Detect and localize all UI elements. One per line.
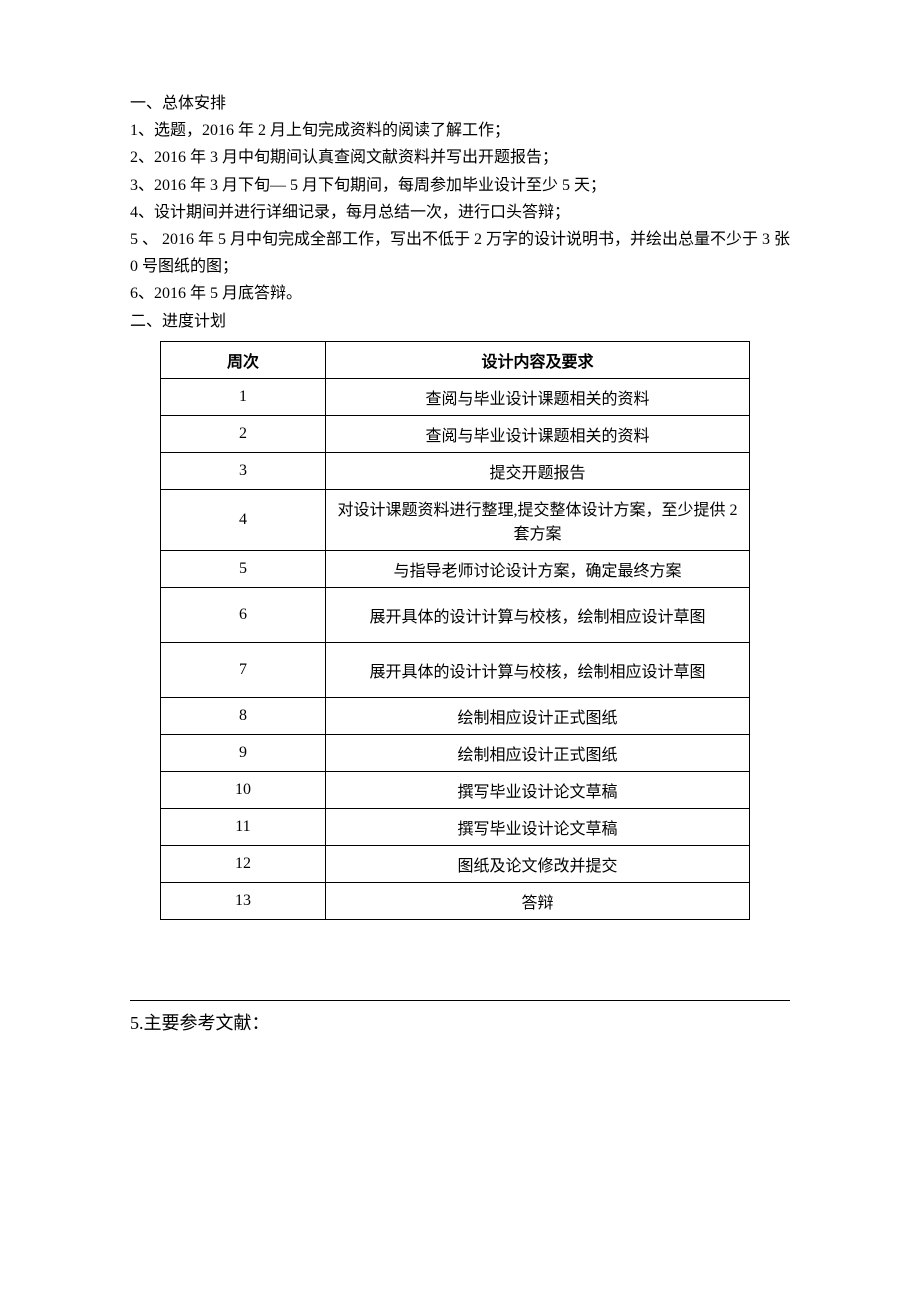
cell-content: 撰写毕业设计论文草稿 [325,808,749,845]
cell-week: 7 [161,642,326,697]
cell-week: 2 [161,415,326,452]
table-row: 6展开具体的设计计算与校核，绘制相应设计草图 [161,587,750,642]
table-row: 8绘制相应设计正式图纸 [161,697,750,734]
cell-content: 答辩 [325,882,749,919]
cell-content: 展开具体的设计计算与校核，绘制相应设计草图 [325,587,749,642]
cell-content: 绘制相应设计正式图纸 [325,697,749,734]
table-row: 9绘制相应设计正式图纸 [161,734,750,771]
section1-item: 2、2016 年 3 月中旬期间认真查阅文献资料并写出开题报告； [130,144,790,171]
section1-item: 4、设计期间并进行详细记录，每月总结一次，进行口头答辩； [130,199,790,226]
cell-week: 4 [161,489,326,550]
section1-item: 3、2016 年 3 月下旬— 5 月下旬期间，每周参加毕业设计至少 5 天； [130,172,790,199]
table-row: 4对设计课题资料进行整理,提交整体设计方案，至少提供 2 套方案 [161,489,750,550]
section1-item: 6、2016 年 5 月底答辩。 [130,280,790,307]
cell-content: 对设计课题资料进行整理,提交整体设计方案，至少提供 2 套方案 [325,489,749,550]
schedule-table-container: 周次 设计内容及要求 1查阅与毕业设计课题相关的资料2查阅与毕业设计课题相关的资… [160,341,750,920]
cell-week: 10 [161,771,326,808]
table-row: 1查阅与毕业设计课题相关的资料 [161,378,750,415]
table-row: 2查阅与毕业设计课题相关的资料 [161,415,750,452]
cell-week: 5 [161,550,326,587]
cell-week: 8 [161,697,326,734]
cell-week: 12 [161,845,326,882]
table-row: 10撰写毕业设计论文草稿 [161,771,750,808]
col-header-content: 设计内容及要求 [325,341,749,378]
cell-week: 1 [161,378,326,415]
section1-heading: 一、总体安排 [130,90,790,117]
cell-content: 撰写毕业设计论文草稿 [325,771,749,808]
section5-heading: 5.主要参考文献： [130,1009,790,1038]
cell-content: 查阅与毕业设计课题相关的资料 [325,415,749,452]
section2-heading: 二、进度计划 [130,308,790,335]
schedule-table: 周次 设计内容及要求 1查阅与毕业设计课题相关的资料2查阅与毕业设计课题相关的资… [160,341,750,920]
table-header-row: 周次 设计内容及要求 [161,341,750,378]
table-row: 13答辩 [161,882,750,919]
cell-content: 绘制相应设计正式图纸 [325,734,749,771]
cell-week: 9 [161,734,326,771]
table-row: 7展开具体的设计计算与校核，绘制相应设计草图 [161,642,750,697]
cell-week: 6 [161,587,326,642]
cell-week: 3 [161,452,326,489]
table-row: 5与指导老师讨论设计方案，确定最终方案 [161,550,750,587]
table-row: 12图纸及论文修改并提交 [161,845,750,882]
schedule-table-body: 1查阅与毕业设计课题相关的资料2查阅与毕业设计课题相关的资料3提交开题报告4对设… [161,378,750,919]
cell-week: 11 [161,808,326,845]
cell-week: 13 [161,882,326,919]
cell-content: 图纸及论文修改并提交 [325,845,749,882]
table-row: 3提交开题报告 [161,452,750,489]
cell-content: 查阅与毕业设计课题相关的资料 [325,378,749,415]
col-header-week: 周次 [161,341,326,378]
section1-item: 1、选题，2016 年 2 月上旬完成资料的阅读了解工作； [130,117,790,144]
table-row: 11撰写毕业设计论文草稿 [161,808,750,845]
section-divider [130,1000,790,1001]
cell-content: 提交开题报告 [325,452,749,489]
cell-content: 展开具体的设计计算与校核，绘制相应设计草图 [325,642,749,697]
cell-content: 与指导老师讨论设计方案，确定最终方案 [325,550,749,587]
section1-item: 5 、 2016 年 5 月中旬完成全部工作，写出不低于 2 万字的设计说明书，… [130,226,790,280]
